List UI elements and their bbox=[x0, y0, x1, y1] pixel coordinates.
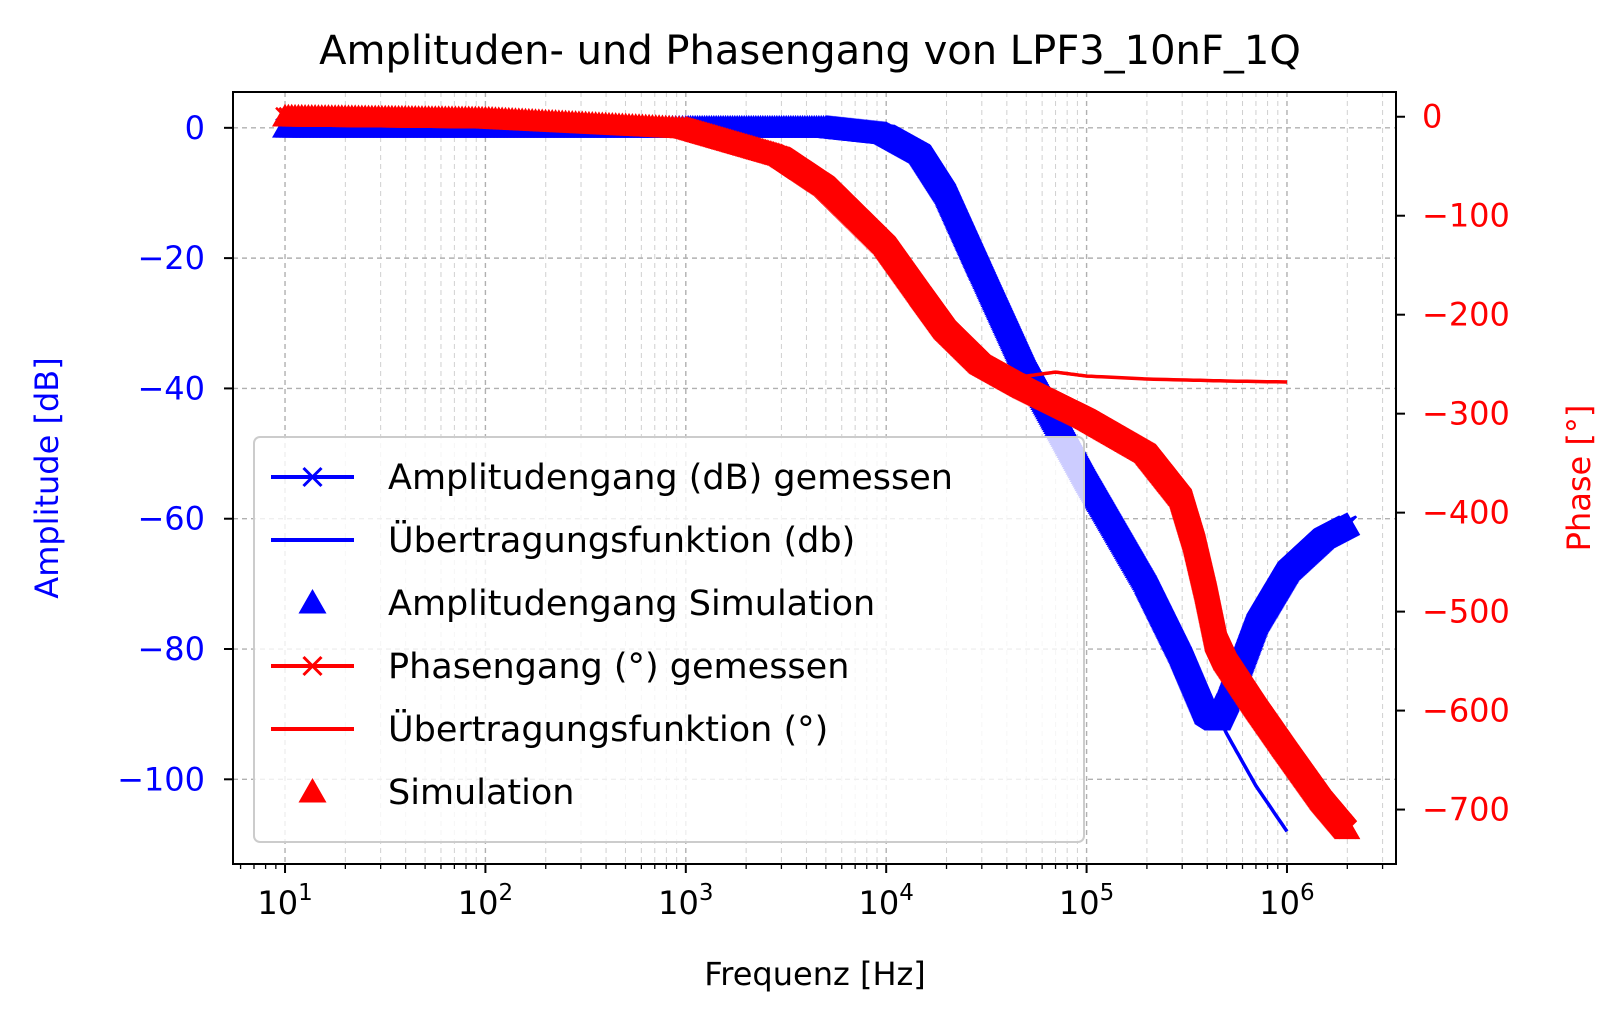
y-right-tick-label: −400 bbox=[1422, 494, 1510, 532]
legend-label: Simulation bbox=[388, 773, 574, 813]
legend-item: Phasengang (°) gemessen bbox=[271, 647, 849, 687]
x-tick-exponent: 3 bbox=[699, 880, 714, 906]
y-axis-left: 0 −20 −40 −60 −80 −100 bbox=[117, 109, 233, 798]
legend-label: Übertragungsfunktion (°) bbox=[388, 708, 828, 750]
y-axis-left-label: Amplitude [dB] bbox=[28, 357, 66, 598]
legend-label: Phasengang (°) gemessen bbox=[388, 647, 849, 687]
x-tick-exponent: 4 bbox=[899, 880, 914, 906]
legend-label: Übertragungsfunktion (db) bbox=[388, 519, 855, 561]
y-left-tick-label: −40 bbox=[137, 369, 205, 407]
legend-x-marker bbox=[302, 655, 323, 677]
y-axis-right: 0 −100 −200 −300 −400 −500 −600 −700 bbox=[1396, 98, 1510, 829]
y-right-tick-label: −300 bbox=[1422, 395, 1510, 433]
y-right-tick-label: −500 bbox=[1422, 593, 1510, 631]
legend-label: Amplitudengang (dB) gemessen bbox=[388, 458, 953, 498]
x-axis: 101 102 103 104 105 106 bbox=[239, 864, 1384, 922]
triangle-marker bbox=[1334, 816, 1361, 840]
y-right-tick-label: −200 bbox=[1422, 296, 1510, 334]
legend-triangle-marker bbox=[298, 589, 327, 614]
series-layer bbox=[272, 103, 1361, 840]
y-right-tick-label: −100 bbox=[1422, 197, 1510, 235]
y-left-tick-label: −80 bbox=[137, 630, 205, 668]
legend-label: Amplitudengang Simulation bbox=[388, 584, 875, 624]
legend-item: Amplitudengang (dB) gemessen bbox=[271, 458, 953, 498]
series-line bbox=[284, 114, 1288, 384]
triangle-marker bbox=[1334, 512, 1361, 535]
x-tick-exponent: 6 bbox=[1300, 880, 1315, 906]
y-left-tick-label: −100 bbox=[117, 760, 205, 798]
plot-frame bbox=[232, 91, 1397, 865]
y-left-tick-label: −60 bbox=[137, 500, 205, 538]
y-axis-right-label: Phase [°] bbox=[1560, 405, 1598, 552]
legend-item: Amplitudengang Simulation bbox=[298, 584, 875, 624]
x-axis-label: Frequenz [Hz] bbox=[704, 955, 926, 993]
y-right-tick-label: −700 bbox=[1422, 791, 1510, 829]
legend-item: Übertragungsfunktion (°) bbox=[271, 708, 828, 750]
y-left-tick-label: 0 bbox=[185, 109, 205, 147]
series-phase-line bbox=[284, 114, 1288, 384]
x-tick-exponent: 5 bbox=[1100, 880, 1115, 906]
legend-x-marker bbox=[302, 466, 323, 488]
x-tick-exponent: 2 bbox=[498, 880, 513, 906]
y-right-tick-label: −600 bbox=[1422, 692, 1510, 730]
legend-item: Simulation bbox=[298, 773, 574, 813]
legend-triangle-marker bbox=[298, 778, 327, 803]
y-left-tick-label: −20 bbox=[137, 239, 205, 277]
legend-item: Übertragungsfunktion (db) bbox=[271, 519, 855, 561]
chart-title: Amplituden- und Phasengang von LPF3_10nF… bbox=[319, 28, 1301, 74]
y-right-tick-label: 0 bbox=[1422, 98, 1442, 136]
series-line bbox=[285, 126, 1289, 833]
legend: Amplitudengang (dB) gemessen Übertragungs… bbox=[253, 436, 1085, 843]
series-amplitude-line bbox=[285, 126, 1289, 833]
x-tick-exponent: 1 bbox=[298, 880, 313, 906]
x-tick-label: 105 bbox=[1059, 880, 1114, 922]
legend-box bbox=[253, 436, 1085, 843]
